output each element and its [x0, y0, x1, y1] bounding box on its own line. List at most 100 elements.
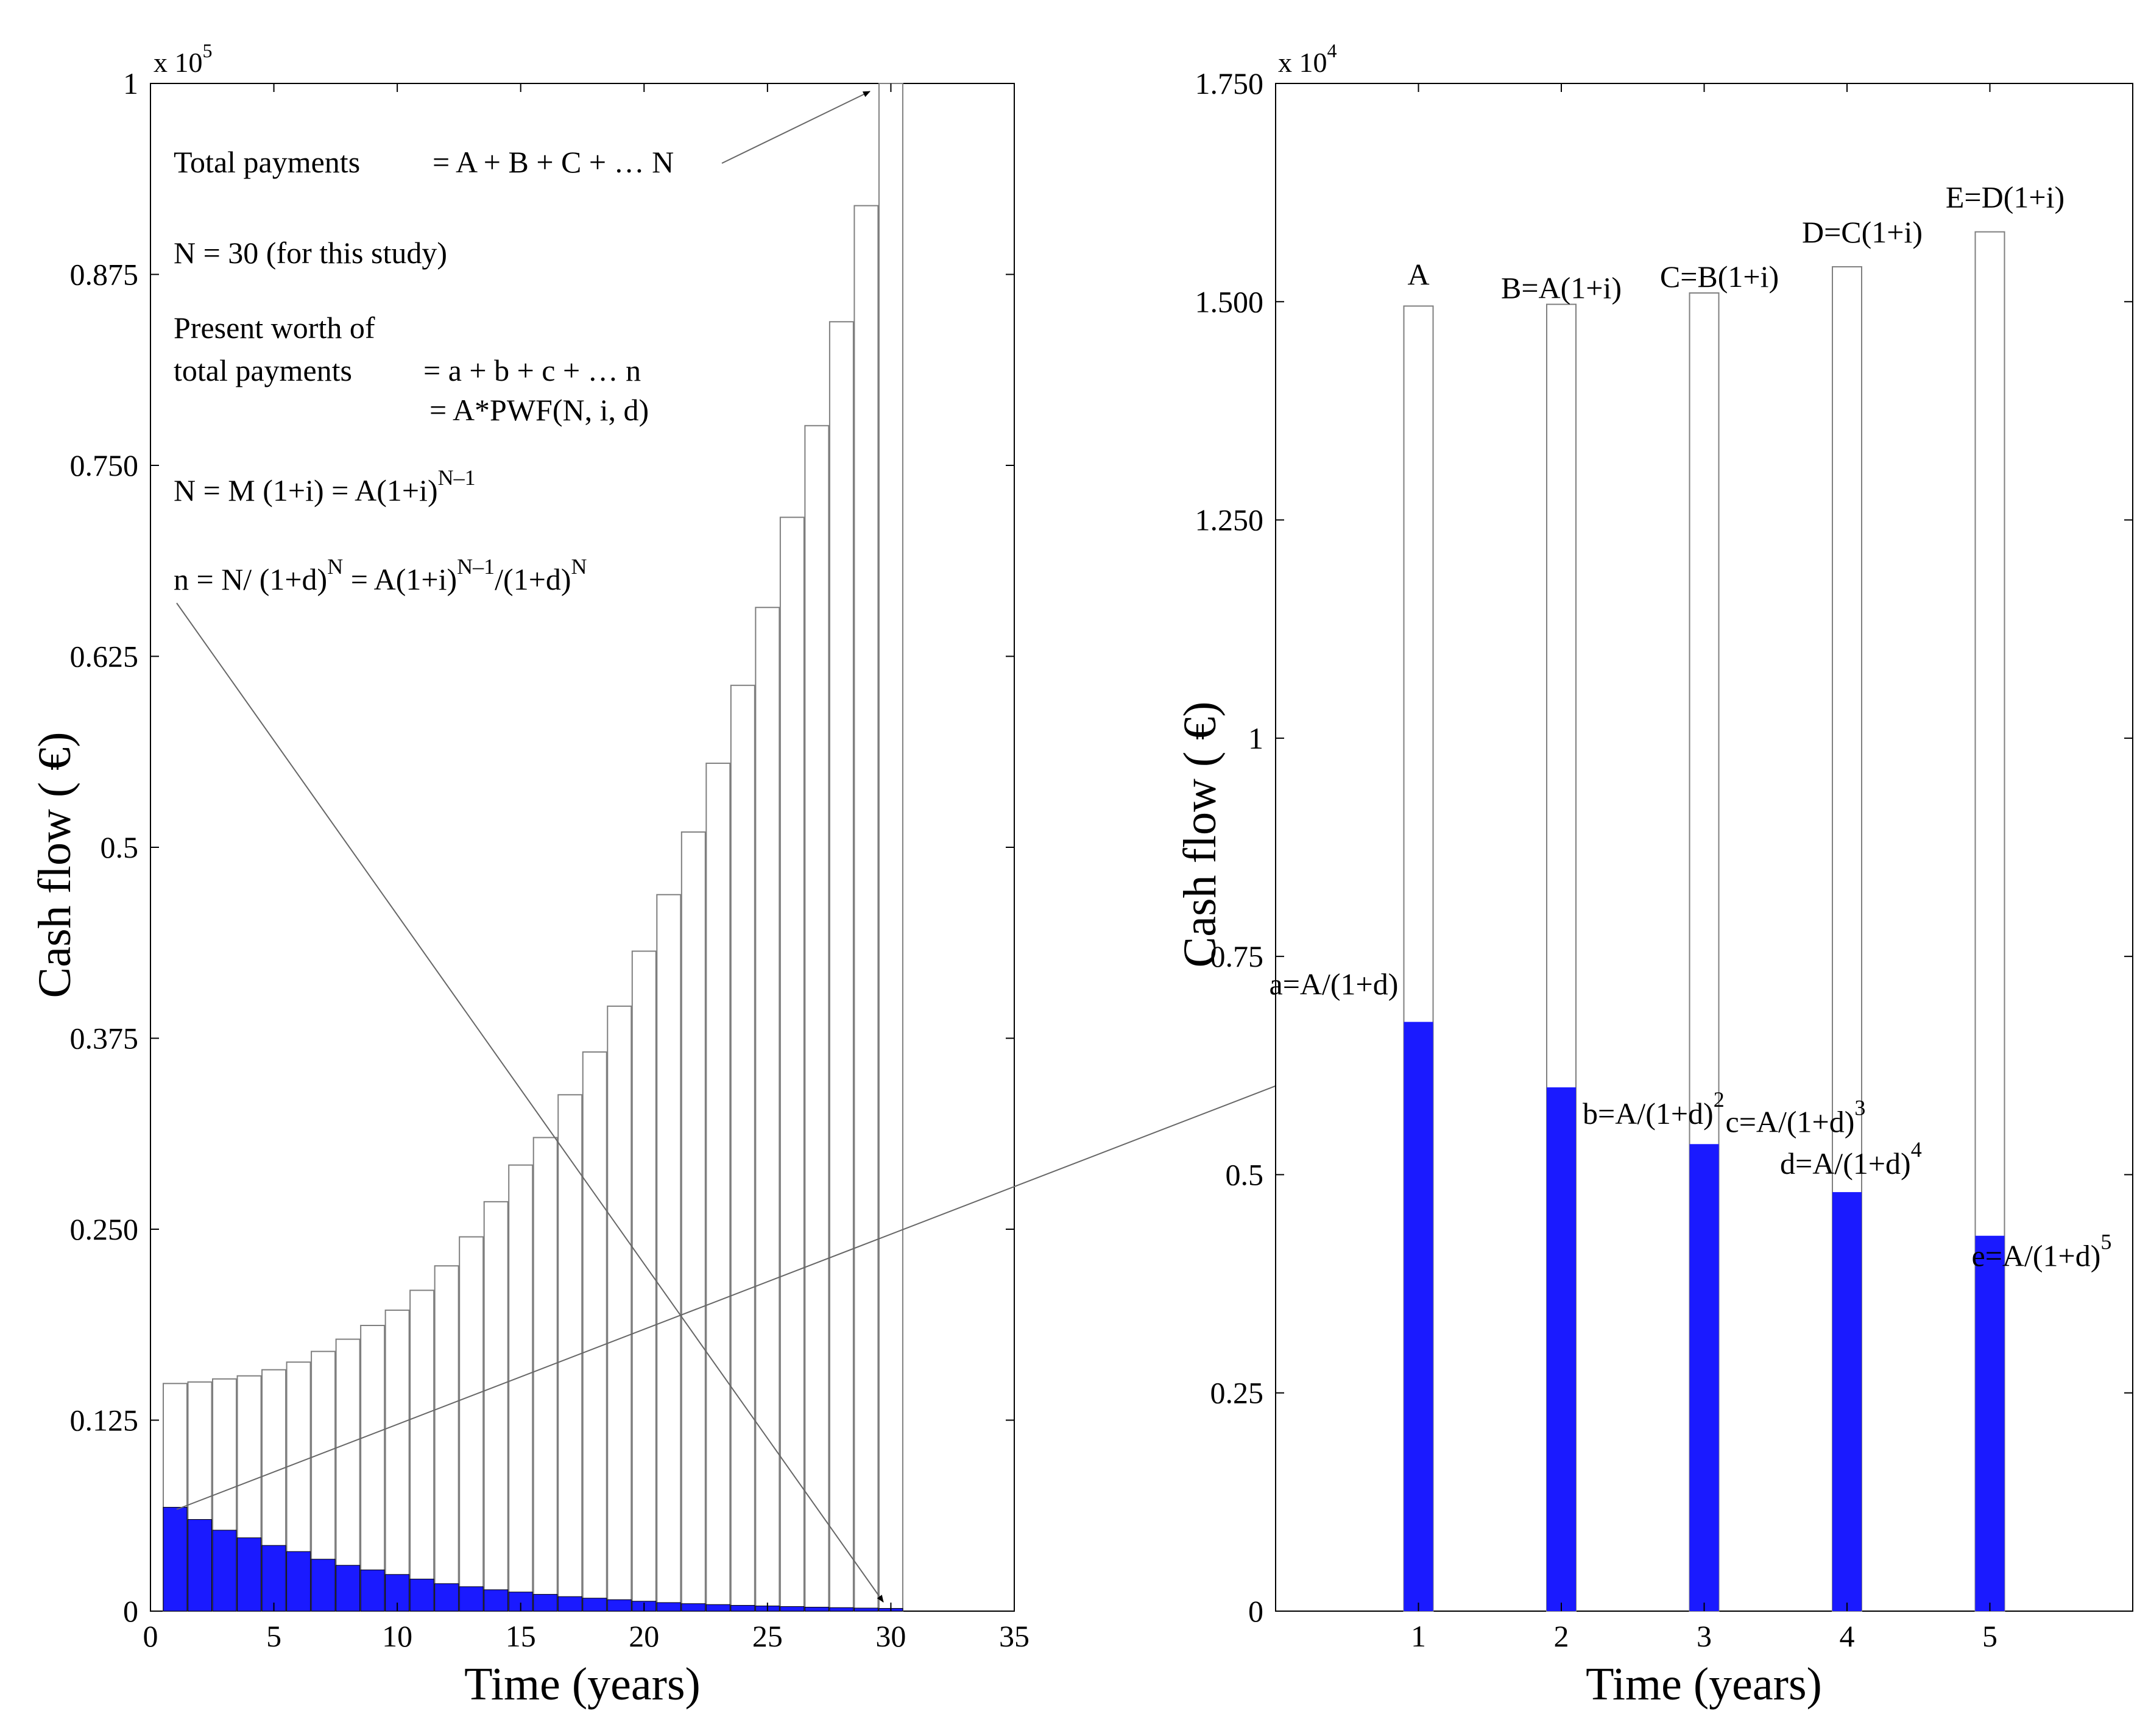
present-worth-bar-12	[434, 1583, 459, 1612]
y-tick-label-0.125: 0.125	[70, 1403, 139, 1438]
y-tick-label-0.25: 0.25	[1210, 1376, 1264, 1410]
payment-bar-11	[409, 1290, 435, 1612]
left-present-worth-bars	[163, 1506, 903, 1612]
present-worth-bar-23	[705, 1604, 730, 1612]
y-tick-label-0.250: 0.250	[70, 1212, 139, 1246]
payment-bar-23	[705, 763, 731, 1612]
left-y-tick-labels: 0 0.125 0.250 0.375 0.5 0.625 0.750 0.875 1	[70, 66, 139, 1628]
annotation-present-worth-line1: Present worth of	[174, 311, 375, 345]
present-worth-bar-7	[311, 1559, 336, 1612]
x-tick-label-30: 30	[875, 1619, 906, 1653]
x-tick-label-20: 20	[629, 1619, 659, 1653]
present-worth-bar-3	[212, 1530, 237, 1612]
present-worth-bar-11	[409, 1578, 434, 1612]
x-tick-label-3: 3	[1697, 1619, 1712, 1653]
present-worth-bar-18	[582, 1598, 607, 1612]
payment-bar-15	[508, 1164, 534, 1612]
y-tick-label-0.5: 0.5	[101, 830, 139, 864]
bar-label-a: a=A/(1+d)	[1270, 967, 1399, 1001]
payment-bar-19	[607, 1005, 632, 1612]
bar-label-C: C=B(1+i)	[1660, 259, 1779, 294]
payment-bar-17	[557, 1094, 583, 1612]
x-tick-label-25: 25	[752, 1619, 783, 1653]
present-worth-bar-1	[1404, 1021, 1433, 1611]
bar-label-b: b=A/(1+d)2	[1583, 1087, 1725, 1131]
present-worth-bar-14	[484, 1589, 509, 1612]
payment-bar-25	[755, 607, 780, 1612]
y-tick-label-1: 1	[1248, 721, 1263, 755]
present-worth-bar-2	[188, 1519, 213, 1612]
payment-bar-12	[434, 1265, 459, 1612]
payment-bar-18	[582, 1051, 607, 1612]
left-chart: 0 5 10 15 20 25 30 35 00.1250.2500.3750.50.6250…	[29, 40, 1030, 1710]
right-y-tick-labels: 0 0.25 0.5 0.75 1 1.250 1.500 1.750	[1195, 66, 1264, 1628]
present-worth-bar-8	[336, 1565, 361, 1612]
x-tick-label-10: 10	[382, 1619, 412, 1653]
bar-label-E: E=D(1+i)	[1946, 180, 2064, 214]
present-worth-bar-21	[656, 1602, 681, 1612]
present-worth-bar-24	[730, 1604, 755, 1612]
left-y-exponent: x 105	[154, 40, 213, 78]
present-worth-bar-2	[1547, 1087, 1576, 1611]
payment-bar-16	[532, 1137, 558, 1612]
bar-label-c: c=A/(1+d)3	[1726, 1095, 1866, 1138]
annotation-n-equals-m: N = M (1+i) = A(1+i)N–1	[174, 465, 476, 507]
x-tick-label-35: 35	[999, 1619, 1030, 1653]
y-tick-label-0.625: 0.625	[70, 640, 139, 674]
present-worth-bar-5	[1975, 1235, 2005, 1611]
y-tick-label-0.750: 0.750	[70, 448, 139, 482]
right-x-tick-labels: 1 2 3 4 5	[1411, 1619, 1997, 1653]
present-worth-bar-13	[459, 1586, 484, 1612]
left-y-axis-title: Cash flow ( €)	[29, 732, 80, 998]
present-worth-bar-29	[853, 1607, 878, 1612]
payment-bar-10	[384, 1309, 410, 1612]
arrow-year1-zoom	[176, 1040, 1394, 1510]
right-bar-labels: A B=A(1+i) C=B(1+i) D=C(1+i) E=D(1+i) a=A/(1+…	[1270, 180, 2112, 1273]
present-worth-bar-1	[163, 1506, 188, 1612]
present-worth-bar-4	[1832, 1192, 1862, 1611]
y-tick-label-1.250: 1.250	[1195, 503, 1264, 537]
annotation-n-30: N = 30 (for this study)	[174, 236, 447, 270]
bar-label-D: D=C(1+i)	[1802, 215, 1923, 249]
y-tick-label-0.375: 0.375	[70, 1021, 139, 1056]
y-tick-label-1.500: 1.500	[1195, 284, 1264, 319]
annotation-present-worth-line4: = A*PWF(N, i, d)	[429, 393, 649, 427]
left-total-payment-bars	[163, 83, 903, 1612]
arrow-to-year30-present-worth	[176, 602, 884, 1603]
x-tick-label-0: 0	[143, 1619, 158, 1653]
payment-bar-26	[779, 517, 805, 1612]
payment-bar-24	[730, 685, 755, 1612]
annotation-present-worth-line2: total payments	[174, 353, 352, 387]
bar-label-d: d=A/(1+d)4	[1780, 1137, 1922, 1180]
left-x-axis-title: Time (years)	[464, 1659, 701, 1710]
x-tick-label-5: 5	[1982, 1619, 1997, 1653]
payment-bar-28	[828, 321, 854, 1612]
x-tick-label-4: 4	[1840, 1619, 1855, 1653]
right-chart: 1 2 3 4 5 0 0.25 0.5 0.75 1 1.250 1.500 1.750 A B=A(…	[1174, 40, 2133, 1710]
right-y-exponent: x 104	[1278, 40, 1337, 78]
left-annotations: Total payments = A + B + C + … N N = 30 (…	[174, 145, 674, 596]
payment-bar-22	[680, 831, 706, 1612]
annotation-n-discounted: n = N/ (1+d)N = A(1+i)N–1/(1+d)N	[174, 554, 587, 596]
present-worth-bar-17	[557, 1596, 582, 1612]
payment-bar-20	[631, 950, 657, 1612]
x-tick-label-5: 5	[266, 1619, 281, 1653]
y-tick-label-0: 0	[123, 1594, 138, 1628]
right-present-worth-bars	[1404, 1021, 2005, 1611]
y-tick-label-0.875: 0.875	[70, 258, 139, 292]
present-worth-bar-3	[1689, 1144, 1719, 1611]
present-worth-bar-16	[533, 1593, 558, 1612]
left-x-tick-labels: 0 5 10 15 20 25 30 35	[143, 1619, 1030, 1653]
y-tick-label-0.75: 0.75	[1210, 939, 1264, 973]
payment-bar-14	[483, 1201, 509, 1612]
bar-label-e: e=A/(1+d)5	[1972, 1230, 2112, 1273]
present-worth-bar-5	[261, 1545, 286, 1612]
payment-bar-30	[878, 83, 903, 1612]
payment-bar-27	[804, 425, 830, 1612]
payment-bar-21	[656, 894, 682, 1612]
annotation-total-payments: Total payments = A + B + C + … N	[174, 145, 674, 179]
right-x-axis-title: Time (years)	[1586, 1659, 1822, 1710]
payment-bar-13	[459, 1236, 484, 1612]
left-axis-ticks	[150, 83, 1015, 1612]
